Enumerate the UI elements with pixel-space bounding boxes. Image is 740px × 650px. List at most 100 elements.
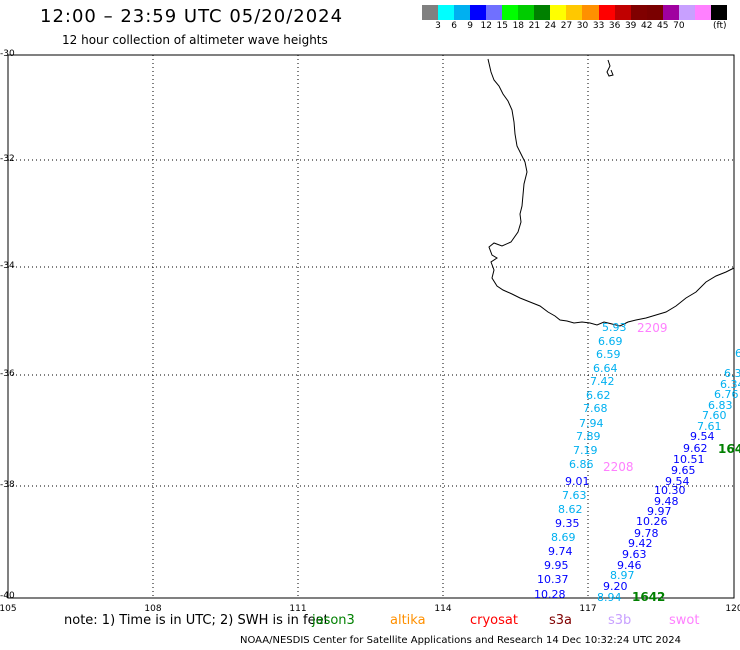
- wave-height-value: 9.54: [690, 430, 715, 443]
- colorbar-tick-label: 3: [435, 21, 441, 31]
- wave-height-value: 10.51: [673, 453, 705, 466]
- wave-height-value: 7.19: [573, 444, 598, 457]
- longitude-label: 117: [579, 604, 597, 614]
- wave-height-value: 6.69: [598, 335, 623, 348]
- wave-height-value: 9.54: [665, 475, 690, 488]
- wave-height-colorbar: [422, 5, 727, 20]
- colorbar-swatch: [534, 5, 551, 20]
- colorbar-swatch: [646, 5, 663, 20]
- wave-height-value: 6.64: [593, 362, 618, 375]
- colorbar-swatch: [502, 5, 519, 20]
- colorbar-swatch: [550, 5, 567, 20]
- wave-height-value: 7.94: [579, 417, 604, 430]
- wave-height-value: 9.35: [555, 517, 580, 530]
- wave-height-value: 7.42: [590, 375, 615, 388]
- wave-height-value: 9.95: [544, 559, 569, 572]
- wave-height-value: 10.26: [636, 515, 668, 528]
- colorbar-swatch: [598, 5, 615, 20]
- page-title: 12:00 – 23:59 UTC 05/20/2024: [40, 6, 344, 27]
- wave-height-value: 5.93: [602, 321, 627, 334]
- latitude-label: -38: [0, 480, 15, 490]
- colorbar-tick-label: 33: [592, 21, 605, 31]
- colorbar-tick-label: 45: [657, 21, 669, 31]
- wave-height-value: 9.20: [603, 580, 628, 593]
- wave-height-value: 8.62: [558, 503, 583, 516]
- colorbar-tick-label: 27: [560, 21, 573, 31]
- footer-credit: NOAA/NESDIS Center for Satellite Applica…: [240, 635, 682, 646]
- wave-height-value: 6.62: [586, 389, 611, 402]
- colorbar-swatch: [422, 5, 439, 20]
- wave-height-value: 7.68: [583, 402, 608, 415]
- colorbar-tick-label: 30: [576, 21, 589, 31]
- mission-label: jason3: [312, 613, 355, 628]
- longitude-label: 105: [0, 604, 17, 614]
- wave-height-value: 9.97: [647, 505, 672, 518]
- colorbar-swatch: [486, 5, 503, 20]
- footer-note: note: 1) Time is in UTC; 2) SWH is in fe…: [64, 613, 329, 628]
- wave-height-value: 6.3: [724, 367, 740, 380]
- mission-label: altika: [390, 613, 426, 628]
- colorbar-tick-label: 15: [496, 21, 508, 31]
- wave-height-value: 6.86: [569, 458, 594, 471]
- colorbar-swatch: [630, 5, 647, 20]
- wave-height-value: 7.63: [562, 489, 587, 502]
- wave-height-value: 6.59: [596, 348, 621, 361]
- wave-height-value: 8.97: [610, 569, 635, 582]
- colorbar-tick-label: 24: [544, 21, 557, 31]
- mission-label: swot: [669, 613, 700, 628]
- colorbar-swatch: [678, 5, 695, 20]
- wave-height-value: 9.48: [654, 495, 679, 508]
- mission-label: s3b: [608, 613, 632, 628]
- wave-height-value: 10.37: [537, 573, 569, 586]
- wave-height-value: 7.61: [697, 420, 722, 433]
- latitude-label: -34: [0, 261, 15, 271]
- pass-time-label: 1642: [632, 590, 666, 604]
- colorbar-unit: (ft): [713, 21, 727, 31]
- track-a-values: 5.936.696.596.647.426.627.68 7.947.897.19…: [534, 321, 627, 601]
- wave-height-value: 10.30: [654, 484, 686, 497]
- wave-height-value: 6: [735, 347, 740, 360]
- colorbar-swatch: [582, 5, 599, 20]
- colorbar-tick-label: 21: [528, 21, 541, 31]
- colorbar-swatch: [438, 5, 455, 20]
- colorbar-swatch: [518, 5, 535, 20]
- colorbar-swatch: [614, 5, 631, 20]
- colorbar-swatch: [694, 5, 711, 20]
- wave-height-value: 9.62: [683, 442, 708, 455]
- pass-time-label: 2208: [603, 460, 634, 474]
- wave-height-value: 8.94: [597, 591, 622, 604]
- wave-height-value: 9.01: [565, 475, 590, 488]
- wave-height-value: 6.76: [714, 388, 739, 401]
- colorbar-tick-label: 70: [673, 21, 685, 31]
- latitude-label: -32: [0, 154, 15, 164]
- mission-label: s3a: [549, 613, 573, 628]
- wave-height-value: 6.83: [708, 399, 733, 412]
- colorbar-tick-label: 36: [608, 21, 621, 31]
- latitude-label: -30: [0, 49, 15, 59]
- australia-coastline: [487, 58, 735, 327]
- colorbar-swatch: [662, 5, 679, 20]
- lat-lon-grid: [8, 55, 734, 597]
- island-outline: [606, 59, 614, 77]
- wave-height-value: 9.46: [617, 559, 642, 572]
- pass-time-label: 2209: [637, 321, 668, 335]
- colorbar-tick-label: 18: [512, 21, 525, 31]
- wave-height-value: 10.28: [534, 588, 566, 601]
- mission-label: cryosat: [470, 613, 518, 628]
- longitude-label: 108: [144, 604, 162, 614]
- colorbar-swatch: [454, 5, 471, 20]
- latitude-label: -40: [0, 591, 15, 601]
- track-b-values: 8.949.208.979.469.639.429.7810.269.979.4…: [597, 347, 740, 604]
- wave-height-value: 9.42: [628, 537, 653, 550]
- colorbar-tick-label: 12: [480, 21, 492, 31]
- map-frame: [7, 54, 735, 599]
- colorbar-tick-label: 9: [467, 21, 474, 31]
- wave-height-value: 9.74: [548, 545, 573, 558]
- wave-height-value: 6.34: [720, 378, 740, 391]
- wave-height-value: 7.89: [576, 430, 601, 443]
- colorbar-tick-label: 39: [624, 21, 637, 31]
- wave-height-value: 9.78: [634, 527, 659, 540]
- colorbar-swatch: [710, 5, 727, 20]
- wave-height-value: 9.63: [622, 548, 647, 561]
